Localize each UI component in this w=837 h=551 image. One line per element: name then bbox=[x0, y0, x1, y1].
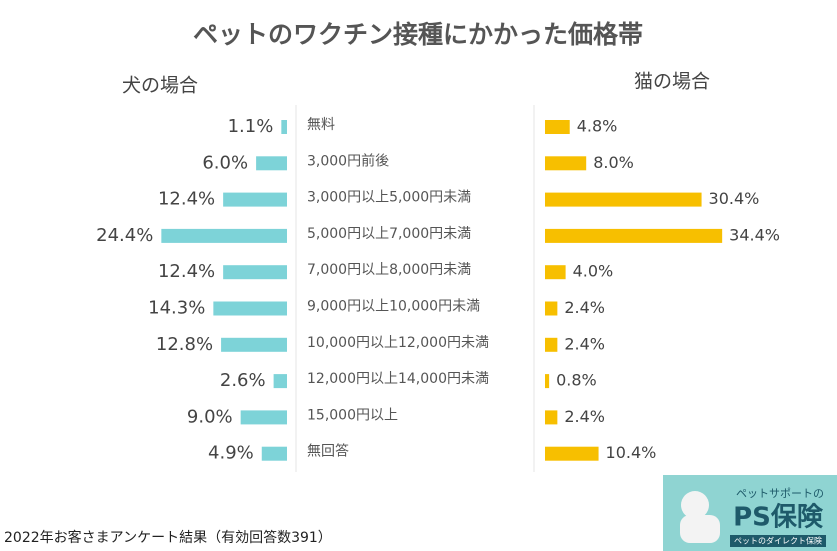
value-label: 1.1% bbox=[228, 116, 274, 137]
value-label: 30.4% bbox=[709, 189, 760, 208]
bar bbox=[545, 374, 550, 389]
bar bbox=[545, 337, 558, 352]
value-label: 8.0% bbox=[593, 153, 634, 172]
value-label: 2.6% bbox=[220, 370, 266, 391]
value-label: 12.8% bbox=[156, 334, 213, 355]
category-label: 9,000円以上10,000円未満 bbox=[307, 299, 480, 315]
bar bbox=[161, 228, 287, 243]
bar bbox=[281, 120, 287, 134]
value-label: 9.0% bbox=[187, 406, 233, 427]
value-label: 12.4% bbox=[158, 189, 215, 210]
bar bbox=[261, 446, 287, 461]
bar bbox=[256, 156, 287, 171]
category-label: 15,000円以上 bbox=[307, 407, 398, 423]
category-label: 12,000円以上14,000円未満 bbox=[307, 371, 489, 387]
bar bbox=[223, 192, 287, 207]
note: 2022年お客さまアンケート結果（有効回答数391） bbox=[4, 529, 332, 546]
value-label: 12.4% bbox=[158, 261, 215, 282]
bar bbox=[221, 337, 287, 352]
value-label: 6.0% bbox=[202, 152, 248, 173]
series-label: 猫の場合 bbox=[634, 71, 710, 93]
category-label: 7,000円以上8,000円未満 bbox=[307, 262, 471, 278]
bar bbox=[273, 374, 287, 389]
bar bbox=[545, 192, 702, 207]
logo-icon bbox=[680, 515, 720, 543]
bar bbox=[545, 265, 566, 280]
series-label: 犬の場合 bbox=[122, 75, 198, 97]
bar bbox=[240, 410, 287, 425]
bar bbox=[545, 301, 558, 316]
value-label: 34.4% bbox=[729, 225, 780, 244]
chart-title: ペットのワクチン接種にかかった価格帯 bbox=[193, 20, 643, 49]
bar bbox=[545, 228, 723, 243]
bar bbox=[213, 301, 287, 316]
logo-icon bbox=[681, 491, 709, 519]
value-label: 0.8% bbox=[556, 371, 597, 390]
value-label: 4.0% bbox=[573, 262, 614, 281]
category-label: 10,000円以上12,000円未満 bbox=[307, 335, 489, 351]
category-label: 無料 bbox=[307, 117, 335, 133]
value-label: 2.4% bbox=[564, 298, 605, 317]
value-label: 2.4% bbox=[564, 407, 605, 426]
value-label: 2.4% bbox=[564, 334, 605, 353]
logo-tagline: ペットサポートの bbox=[736, 487, 824, 500]
value-label: 10.4% bbox=[606, 443, 657, 462]
logo-subtitle: ペットのダイレクト保険 bbox=[734, 536, 822, 546]
category-label: 3,000円前後 bbox=[307, 152, 389, 169]
bar bbox=[545, 410, 558, 425]
category-label: 無回答 bbox=[307, 443, 349, 460]
category-label: 5,000円以上7,000円未満 bbox=[307, 226, 471, 242]
logo-band bbox=[730, 535, 826, 547]
bar bbox=[223, 265, 287, 280]
value-label: 24.4% bbox=[96, 225, 153, 246]
logo: ペットサポートの PS保険 ペットのダイレクト保険 bbox=[663, 475, 837, 551]
bar bbox=[545, 120, 570, 134]
category-label: 3,000円以上5,000円未満 bbox=[307, 190, 471, 206]
bar bbox=[545, 156, 587, 171]
value-label: 14.3% bbox=[148, 298, 205, 319]
value-label: 4.8% bbox=[577, 117, 618, 136]
logo-name: PS保険 bbox=[733, 502, 824, 533]
bar bbox=[545, 446, 599, 461]
value-label: 4.9% bbox=[208, 443, 254, 464]
